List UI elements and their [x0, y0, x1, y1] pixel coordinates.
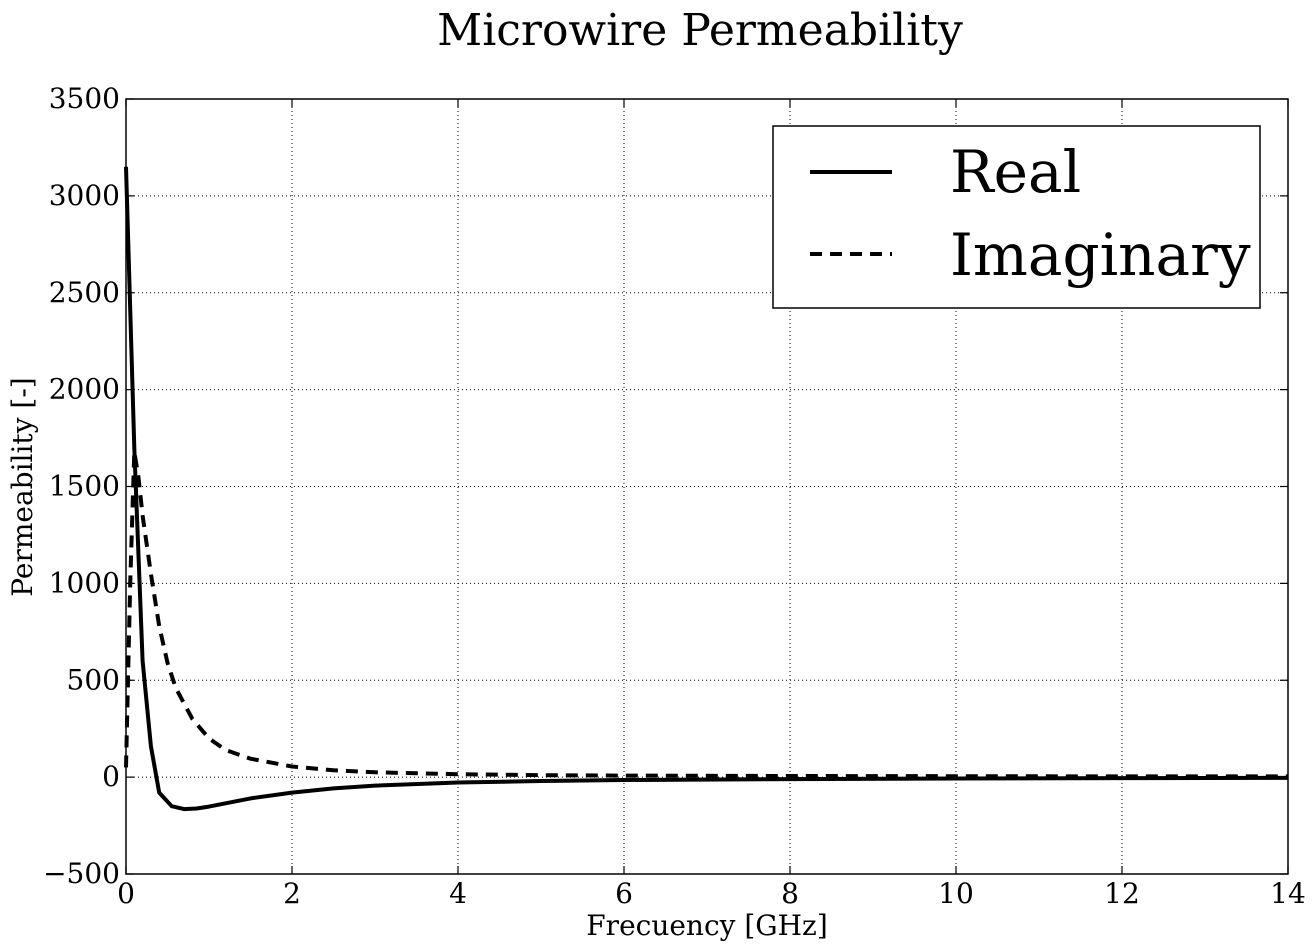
x-tick-label: 12 — [1104, 877, 1140, 910]
y-tick-label: 2500 — [49, 276, 120, 309]
x-axis-label: Frecuency [GHz] — [586, 909, 828, 942]
series-lines — [124, 166, 1289, 812]
chart-title: Microwire Permeability — [437, 5, 963, 56]
y-tick-label: 0 — [102, 760, 120, 793]
legend-box — [772, 125, 1261, 309]
legend: Real Imaginary — [772, 125, 1261, 309]
y-tick-labels: −500 0 500 1000 1500 2000 2500 3000 3500 — [43, 82, 120, 890]
x-tick-label: 0 — [117, 877, 135, 910]
x-tick-labels: 0 2 4 6 8 10 12 14 — [117, 877, 1306, 910]
x-tick-label: 6 — [615, 877, 633, 910]
series-line-real — [124, 166, 1289, 812]
tick-marks — [125, 98, 1289, 875]
x-tick-label: 8 — [781, 877, 799, 910]
y-tick-label: 1500 — [49, 470, 120, 503]
y-tick-label: 500 — [67, 663, 120, 696]
legend-label-imaginary: Imaginary — [950, 221, 1251, 289]
y-tick-label: 3000 — [49, 179, 120, 212]
y-axis-label: Permeability [-] — [6, 377, 39, 596]
x-tick-label: 4 — [449, 877, 467, 910]
y-tick-label: 3500 — [49, 82, 120, 115]
x-tick-label: 10 — [938, 877, 974, 910]
x-tick-label: 2 — [283, 877, 301, 910]
y-tick-label: 1000 — [49, 566, 120, 599]
y-tick-label: 2000 — [49, 373, 120, 406]
series-line-imaginary — [124, 449, 1288, 779]
y-tick-label: −500 — [43, 857, 120, 890]
x-tick-label: 14 — [1270, 877, 1306, 910]
legend-label-real: Real — [950, 138, 1081, 206]
